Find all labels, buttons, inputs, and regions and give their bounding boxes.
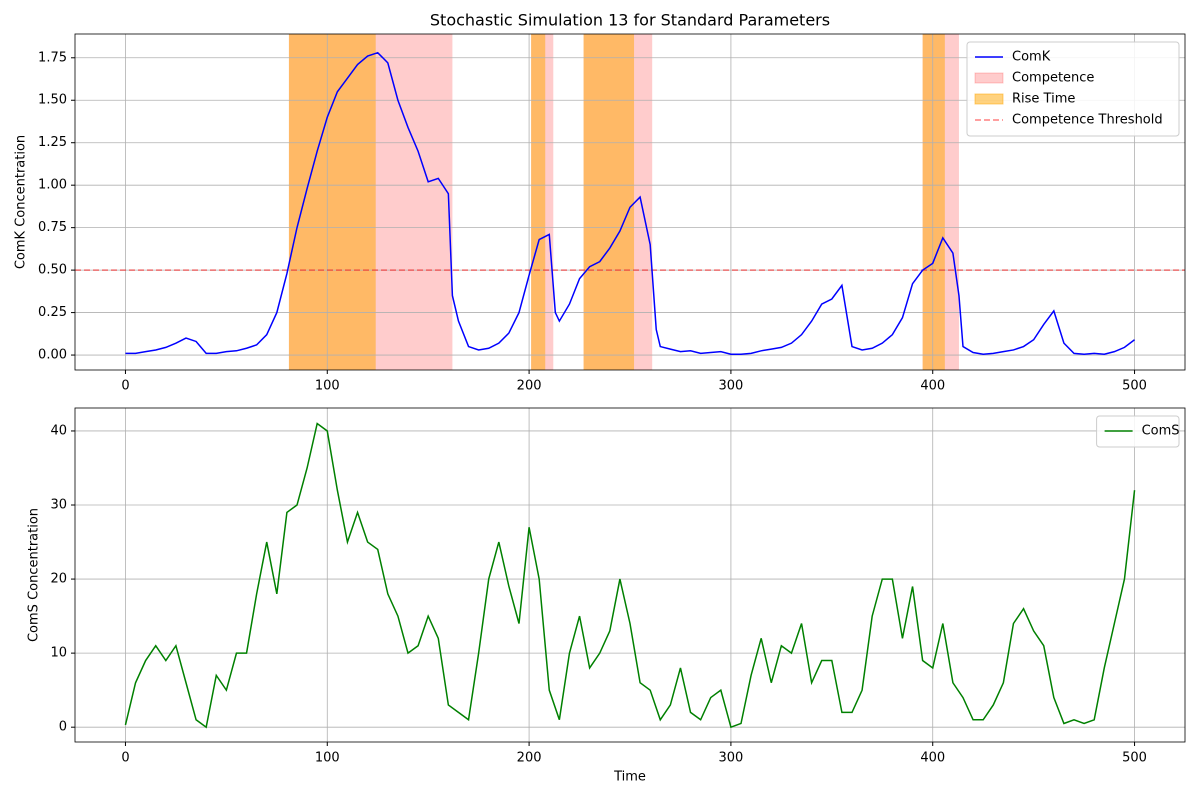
legend-label: Competence Threshold [1012,113,1163,128]
y-tick-label: 0.75 [38,220,67,235]
x-tick-label: 200 [517,751,542,766]
y-tick-label: 0.50 [38,263,67,278]
y-tick-label: 0 [59,720,67,735]
y-tick-label: 1.00 [38,178,67,193]
y-tick-label: 1.25 [38,135,67,150]
chart-title: Stochastic Simulation 13 for Standard Pa… [430,11,830,30]
x-tick-label: 500 [1122,379,1147,394]
legend-label: Competence [1012,71,1094,86]
y-axis-label: ComK Concentration [14,135,29,269]
y-tick-label: 20 [50,572,67,587]
legend-label: Rise Time [1012,92,1075,107]
legend-label: ComS [1142,424,1180,439]
y-tick-label: 40 [50,423,67,438]
y-axis-label: ComS Concentration [27,508,42,642]
x-tick-label: 400 [920,751,945,766]
x-tick-label: 100 [315,379,340,394]
x-tick-label: 300 [718,379,743,394]
x-axis-label: Time [613,770,646,785]
x-tick-label: 200 [517,379,542,394]
x-tick-label: 300 [718,751,743,766]
plot-area [75,408,1185,742]
plot-area [75,34,1185,370]
x-tick-label: 100 [315,751,340,766]
axes-frame [74,407,1186,743]
y-tick-label: 0.00 [38,348,67,363]
span [583,34,635,370]
x-tick-label: 500 [1122,751,1147,766]
y-tick-label: 10 [50,646,67,661]
x-tick-label: 0 [121,379,129,394]
y-tick-label: 1.75 [38,50,67,65]
legend-box [966,41,1180,137]
line [125,51,1136,355]
axes-frame [74,33,1186,371]
legend-label: ComK [1012,50,1051,65]
line [124,422,1136,729]
y-tick-label: 1.50 [38,93,67,108]
x-tick-label: 0 [121,751,129,766]
span [922,34,945,370]
span [531,34,546,370]
legend-box [1096,415,1180,448]
legend-swatch [974,93,1004,105]
y-tick-label: 0.25 [38,305,67,320]
legend-swatch [974,72,1004,84]
span [288,34,376,370]
y-tick-label: 30 [50,498,67,513]
x-tick-label: 400 [920,379,945,394]
